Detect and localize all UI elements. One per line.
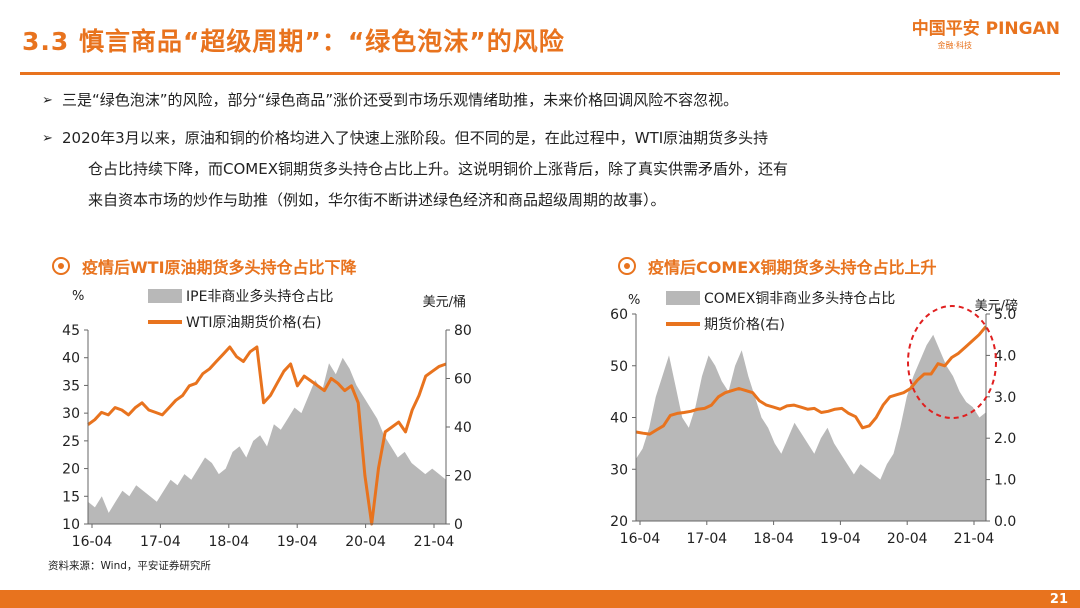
y2-unit-label: 美元/磅 [975, 298, 1018, 314]
bullet-text: 仓占比持续下降，而COMEX铜期货多头持仓占比上升。这说明铜价上涨背后，除了真实… [88, 160, 788, 178]
highlight-circle [907, 305, 997, 419]
y-tick-label: 30 [610, 462, 628, 478]
bullet-text: 三是“绿色泡沫”的风险，部分“绿色商品”涨价还受到市场乐观情绪助推，未来价格回调… [62, 91, 739, 109]
x-tick-label: 19-04 [277, 534, 318, 550]
chart-2-title: 疫情后COMEX铜期货多头持仓占比上升 [618, 254, 937, 278]
series-line [635, 325, 988, 436]
y2-tick-label: 0.0 [994, 514, 1016, 530]
copper-chart: 60 50 40 30 20 5.0 4.0 3.0 2.0 1.0 0.0 16-04 17-04 18… [610, 290, 1018, 547]
y-tick-label: 35 [62, 378, 80, 394]
x-tick-label: 17-04 [686, 531, 727, 547]
x-tick-label: 18-04 [208, 534, 249, 550]
y-tick-label: 40 [62, 351, 80, 367]
bullet-text: 来自资本市场的炒作与助推（例如，华尔街不断讲述绿色经济和商品超级周期的故事）。 [88, 191, 666, 209]
y-tick-label: 15 [62, 489, 80, 505]
brand-logo: 中国平安 PINGAN 金融·科技 [912, 14, 1060, 51]
wti-chart: 45 40 35 30 25 20 15 10 80 60 40 20 0 16-04 17-04 18-04… [62, 288, 472, 550]
y-tick-label: 50 [610, 359, 628, 375]
source-note: 资料来源：Wind，平安证券研究所 [48, 560, 211, 572]
y-unit-label: % [628, 293, 640, 308]
y-tick-label: 20 [62, 462, 80, 478]
y2-tick-label: 40 [454, 420, 472, 436]
y2-tick-label: 4.0 [994, 348, 1016, 364]
y-tick-label: 25 [62, 434, 80, 450]
y-unit-label: % [72, 289, 84, 304]
y2-tick-label: 2.0 [994, 431, 1016, 447]
y-tick-label: 45 [62, 323, 80, 339]
y2-unit-label: 美元/桶 [423, 295, 466, 310]
x-tick-label: 21-04 [414, 534, 455, 550]
legend-label-line: WTI原油期货价格(右) [186, 314, 321, 331]
x-tick-label: 16-04 [72, 534, 113, 550]
bullet-point-2: ➢ 2020年3月以来，原油和铜的价格均进入了快速上涨阶段。但不同的是，在此过程… [42, 123, 1062, 216]
y2-tick-label: 3.0 [994, 390, 1016, 406]
y2-tick-label: 5.0 [994, 307, 1016, 323]
legend-label-area: IPE非商业多头持仓占比 [186, 288, 333, 305]
y-tick-label: 60 [610, 307, 628, 323]
y-tick-label: 20 [610, 514, 628, 530]
page-title: 3.3 慎言商品“超级周期”：“绿色泡沫”的风险 [22, 27, 565, 56]
brand-name: 中国平安 PINGAN [911, 19, 1060, 39]
y-tick-label: 40 [610, 411, 628, 427]
y-tick-label: 10 [62, 517, 80, 533]
target-dot-icon [52, 257, 70, 275]
legend-label-line: 期货价格(右) [704, 316, 785, 333]
legend-swatch-area [666, 291, 700, 305]
x-tick-label: 16-04 [620, 531, 661, 547]
x-tick-label: 18-04 [753, 531, 794, 547]
series-line [87, 345, 447, 526]
chart-1-title: 疫情后WTI原油期货多头持仓占比下降 [52, 254, 357, 278]
arrow-bullet-icon: ➢ [42, 93, 53, 108]
arrow-bullet-icon: ➢ [42, 131, 53, 146]
page-number: 21 [1049, 592, 1068, 607]
series-area [636, 334, 986, 521]
brand-tagline: 金融·科技 [937, 41, 972, 50]
x-tick-label: 20-04 [345, 534, 386, 550]
y2-tick-label: 80 [454, 323, 472, 339]
series-area [88, 357, 446, 524]
bullet-text: 2020年3月以来，原油和铜的价格均进入了快速上涨阶段。但不同的是，在此过程中，… [62, 129, 769, 147]
footer-bar [0, 590, 1080, 608]
legend-label-area: COMEX铜非商业多头持仓占比 [704, 290, 895, 307]
legend-swatch-area [148, 289, 182, 303]
y2-tick-label: 0 [454, 517, 463, 533]
y2-tick-label: 20 [454, 469, 472, 485]
y2-tick-label: 1.0 [994, 473, 1016, 489]
target-dot-icon [618, 257, 636, 275]
x-tick-label: 20-04 [887, 531, 928, 547]
x-tick-label: 17-04 [140, 534, 181, 550]
bullet-point-1: ➢ 三是“绿色泡沫”的风险，部分“绿色商品”涨价还受到市场乐观情绪助推，未来价格… [42, 85, 1062, 116]
y2-tick-label: 60 [454, 372, 472, 388]
x-tick-label: 21-04 [954, 531, 995, 547]
y-tick-label: 30 [62, 406, 80, 422]
x-tick-label: 19-04 [820, 531, 861, 547]
header-divider [20, 72, 1060, 75]
